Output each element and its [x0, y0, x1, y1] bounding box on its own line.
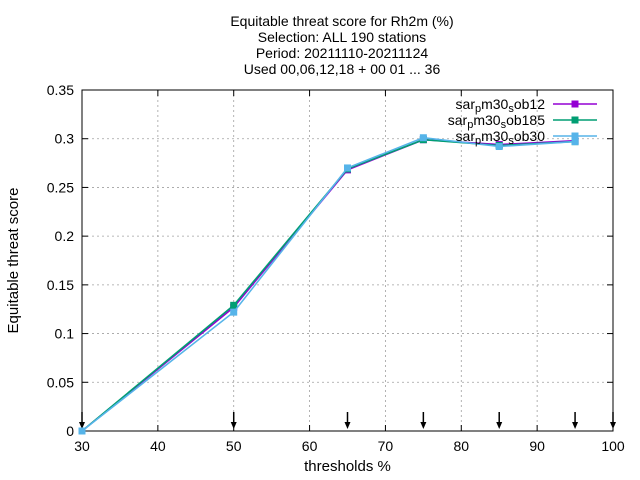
- y-tick-label: 0.35: [47, 82, 74, 98]
- y-tick-label: 0.25: [47, 179, 74, 195]
- y-axis-label: Equitable threat score: [5, 188, 22, 334]
- legend-entry-sarpm30sob30: sarpm30sob30: [456, 128, 597, 147]
- y-tick-label: 0.05: [47, 374, 74, 390]
- series-line-sarpm30sob30: [81, 136, 576, 432]
- threshold-arrow: [420, 412, 427, 429]
- x-tick-label: 60: [302, 438, 318, 454]
- y-tick-label: 0.1: [55, 326, 75, 342]
- x-tick-label: 30: [74, 438, 90, 454]
- y-tick-labels: 0 0.05 0.1 0.15 0.2 0.25 0.3 0.35: [47, 82, 74, 439]
- threshold-arrow: [344, 412, 351, 429]
- title-line-2: Selection: ALL 190 stations: [258, 29, 426, 45]
- series-sarpm30sob30: [78, 134, 579, 435]
- threshold-arrow: [572, 412, 579, 429]
- series-point-sarpm30sob185: [230, 301, 238, 309]
- series-point-sarpm30sob30: [419, 134, 427, 142]
- axis-ticks: [81, 89, 614, 432]
- legend-marker: [571, 132, 579, 140]
- threshold-arrow: [79, 412, 85, 429]
- series-point-sarpm30sob30: [230, 308, 238, 316]
- legend-entry-sarpm30sob185: sarpm30sob185: [448, 112, 597, 131]
- threshold-arrow: [496, 412, 503, 429]
- x-tick-label: 80: [453, 438, 469, 454]
- series-point-sarpm30sob30: [78, 427, 86, 435]
- title-line-1: Equitable threat score for Rh2m (%): [230, 13, 453, 29]
- series-line-sarpm30sob12: [81, 138, 576, 432]
- legend-label: sarpm30sob185: [448, 112, 545, 131]
- x-tick-label: 50: [226, 438, 242, 454]
- title-line-3: Period: 20211110-20211124: [256, 45, 429, 61]
- x-tick-labels: 30 40 50 60 70 80 90 100: [74, 438, 625, 454]
- series-point-sarpm30sob30: [495, 143, 503, 151]
- x-tick-label: 40: [150, 438, 166, 454]
- x-tick-label: 100: [601, 438, 625, 454]
- series-line-sarpm30sob185: [81, 138, 576, 432]
- y-tick-label: 0: [66, 423, 74, 439]
- plot-frame: [81, 89, 614, 432]
- threshold-arrow: [610, 412, 616, 429]
- x-tick-label: 70: [378, 438, 394, 454]
- threshold-arrow: [230, 412, 237, 429]
- x-tick-label: 90: [529, 438, 545, 454]
- series-point-sarpm30sob30: [571, 138, 579, 146]
- legend-marker: [571, 116, 579, 124]
- legend-label: sarpm30sob30: [456, 128, 546, 147]
- x-axis-label: thresholds %: [304, 458, 391, 475]
- legend-entry-sarpm30sob12: sarpm30sob12: [456, 96, 597, 115]
- title-line-4: Used 00,06,12,18 + 00 01 ... 36: [244, 61, 441, 77]
- threshold-arrows: [79, 412, 616, 429]
- legend-label: sarpm30sob12: [456, 96, 546, 115]
- series: [78, 134, 579, 435]
- series-sarpm30sob12: [78, 136, 579, 435]
- y-tick-label: 0.2: [55, 228, 75, 244]
- chart-title: Equitable threat score for Rh2m (%)Selec…: [230, 13, 453, 77]
- grid: [82, 90, 613, 431]
- series-point-sarpm30sob30: [344, 164, 351, 172]
- series-sarpm30sob185: [78, 136, 579, 435]
- y-tick-label: 0.15: [47, 277, 74, 293]
- legend-marker: [571, 100, 579, 108]
- y-tick-label: 0.3: [55, 131, 75, 147]
